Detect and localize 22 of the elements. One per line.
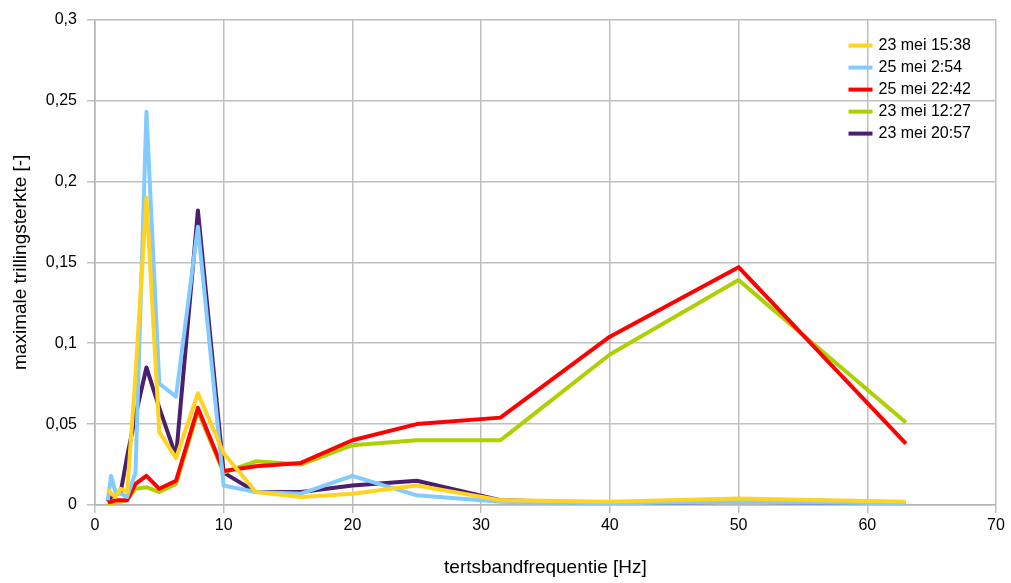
y-tick-label: 0	[68, 495, 78, 513]
y-tick-label: 0,15	[45, 252, 78, 270]
legend-label: 23 mei 15:38	[878, 36, 972, 54]
y-tick-label: 0,2	[54, 171, 78, 189]
y-tick-label: 0,05	[45, 414, 78, 432]
y-tick-label: 0,3	[54, 10, 78, 28]
y-tick-label: 0,1	[54, 333, 78, 351]
x-axis-title: tertsbandfrequentie [Hz]	[444, 555, 647, 577]
x-tick-label: 10	[214, 516, 233, 534]
legend-label: 25 mei 2:54	[878, 58, 963, 76]
x-tick-label: 20	[343, 516, 362, 534]
x-tick-label: 50	[729, 516, 748, 534]
x-tick-label: 40	[600, 516, 619, 534]
x-tick-label: 70	[987, 516, 1005, 534]
x-tick-label: 30	[472, 516, 491, 534]
x-tick-label: 60	[858, 516, 877, 534]
y-axis-title: maximale trillingsterkte [-]	[8, 154, 30, 370]
legend-label: 23 mei 12:27	[878, 102, 972, 120]
legend-label: 23 mei 20:57	[878, 124, 972, 142]
x-tick-label: 0	[90, 516, 100, 534]
legend-label: 25 mei 22:42	[878, 80, 972, 98]
y-tick-label: 0,25	[45, 90, 78, 108]
